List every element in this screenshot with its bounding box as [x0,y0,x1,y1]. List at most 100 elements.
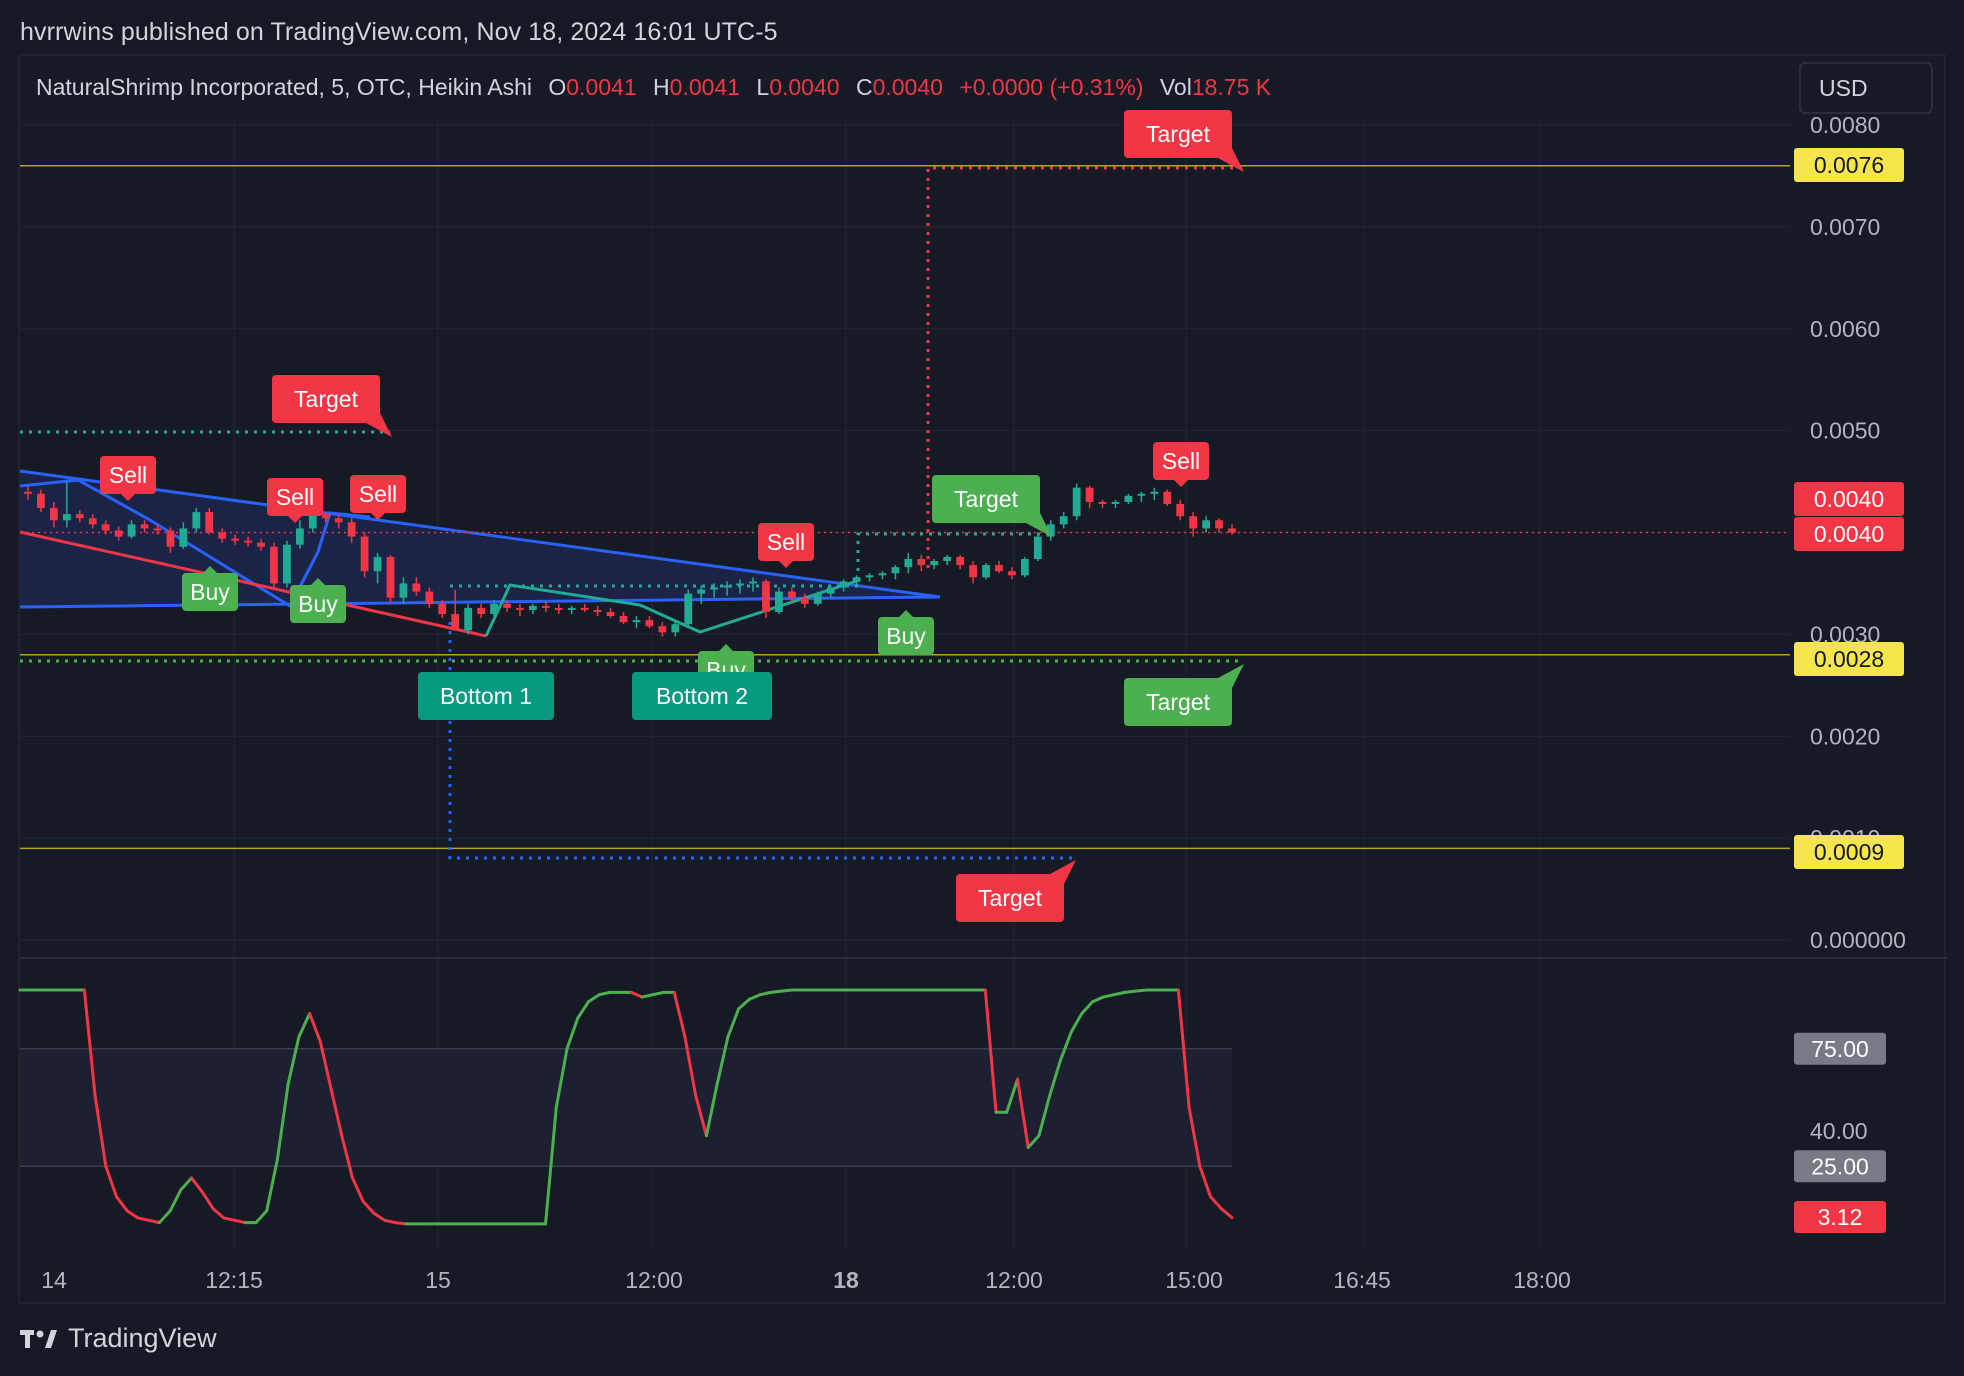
candle-body [787,591,796,598]
candle-body [516,607,524,610]
oscillator-line-segment [651,990,666,997]
oscillator-line-segment [780,988,794,993]
oscillator-line-segment [629,990,644,999]
oscillator-line-segment [1015,1077,1030,1149]
candle-body [270,546,278,584]
oscillator-line-segment [115,1195,129,1213]
oscillator-line-segment [265,1157,279,1213]
signal-label-sell [100,456,156,494]
oscillator-line-segment [200,1190,215,1211]
tradingview-logo: TradingView [20,1323,217,1354]
signal-pointer [1050,860,1076,884]
oscillator-line-segment [554,1047,569,1109]
symbol-legend: NaturalShrimp Incorporated, 5, OTC, Heik… [36,74,1271,101]
oscillator-axis-label [1794,1150,1886,1183]
oscillator-line-segment [1101,993,1116,999]
candle-body [1008,571,1016,576]
candle-body [62,514,71,521]
signal-label-text: Bottom 2 [656,683,748,709]
oscillator-line-segment [93,1094,108,1168]
candle-body [969,565,977,578]
candle-body [1059,516,1068,525]
oscillator-line-segment [286,1035,301,1086]
signal-pointer [121,494,135,501]
signal-label-sell [350,475,406,513]
candle-body [1215,520,1223,529]
candle-body [37,493,45,509]
signal-label-text: Target [294,386,359,412]
signal-label-sell [272,375,380,423]
volume-label: Vol [1159,74,1192,100]
oscillator-line-segment [983,988,998,1114]
signal-pointer [371,513,385,520]
candle-body [114,530,123,537]
signal-pointer [311,578,325,585]
candle-body [1176,503,1185,517]
candle-body [697,589,706,594]
signal-label-buy [290,585,346,623]
signal-label-text: Bottom 1 [440,683,532,709]
oscillator-line-segment [1091,995,1105,1004]
oscillator-line-segment [147,1218,161,1225]
candle-body [684,593,693,625]
candle-body [632,620,641,623]
oscillator-line-segment [1037,1094,1052,1138]
signal-label-text: Buy [190,579,230,605]
oscillator-line-segment [318,1040,333,1091]
publish-header: hvrrwins published on TradingView.com, N… [20,18,778,46]
time-axis-tick: 15 [425,1267,451,1293]
change-value: +0.0000 (+0.31%) [959,74,1144,100]
signal-pointer [899,610,913,617]
oscillator-line-segment [544,1106,558,1226]
oscillator-line-segment [82,988,97,1098]
candle-body [438,603,447,614]
candle-body [231,538,240,541]
price-axis-label [1794,482,1904,516]
price-axis-label [1794,517,1904,551]
oscillator-line-segment [715,1035,730,1086]
signal-label-sell [1124,110,1232,158]
candle-body [153,528,162,531]
candle-body [930,561,939,566]
triangle-pattern-fill [20,471,940,607]
oscillator-line-segment [340,1134,354,1180]
time-axis-tick: 16:45 [1333,1267,1391,1293]
oscillator-axis-label-text: 75.00 [1811,1036,1869,1062]
oscillator-line-segment [393,1221,408,1226]
close-value: 0.0040 [872,74,943,100]
high-value: 0.0041 [669,74,740,100]
price-axis-tick: 0.0050 [1810,418,1880,444]
time-axis-tick: 18:00 [1513,1267,1571,1293]
signal-label-text: Sell [767,529,805,555]
candle-body [1111,501,1120,504]
time-axis-tick: 12:15 [205,1267,263,1293]
candle-body [295,528,304,545]
candle-body [800,597,809,604]
time-axis-tick: 18 [833,1267,859,1293]
oscillator-line-segment [1133,988,1148,993]
price-axis-tick: 0.0020 [1810,723,1880,749]
price-axis-tick: 0.0070 [1810,214,1880,240]
oscillator-line-segment [383,1218,397,1225]
price-axis-tick: 0.0060 [1810,316,1880,342]
signal-pointer [288,516,302,523]
low-value: 0.0040 [769,74,840,100]
currency-button[interactable]: USD [1799,62,1933,114]
signal-pointer [719,644,733,651]
trendline-red [19,530,487,638]
oscillator-line-segment [769,989,784,994]
oscillator-line-segment [1176,988,1191,1109]
candle-body [490,603,498,614]
candle-body [477,607,486,614]
zigzag-green [484,578,861,637]
signal-pointer [366,413,392,437]
oscillator-axis-tick: 40.00 [1810,1118,1868,1144]
oscillator-line-segment [125,1209,140,1220]
price-axis-tick: 0.000000 [1810,927,1906,953]
signal-label-text: Sell [109,462,147,488]
oscillator-band [20,1048,1232,1167]
price-axis-label-text: 0.0076 [1814,152,1884,178]
candle-body [982,565,990,578]
candle-body [710,587,719,590]
